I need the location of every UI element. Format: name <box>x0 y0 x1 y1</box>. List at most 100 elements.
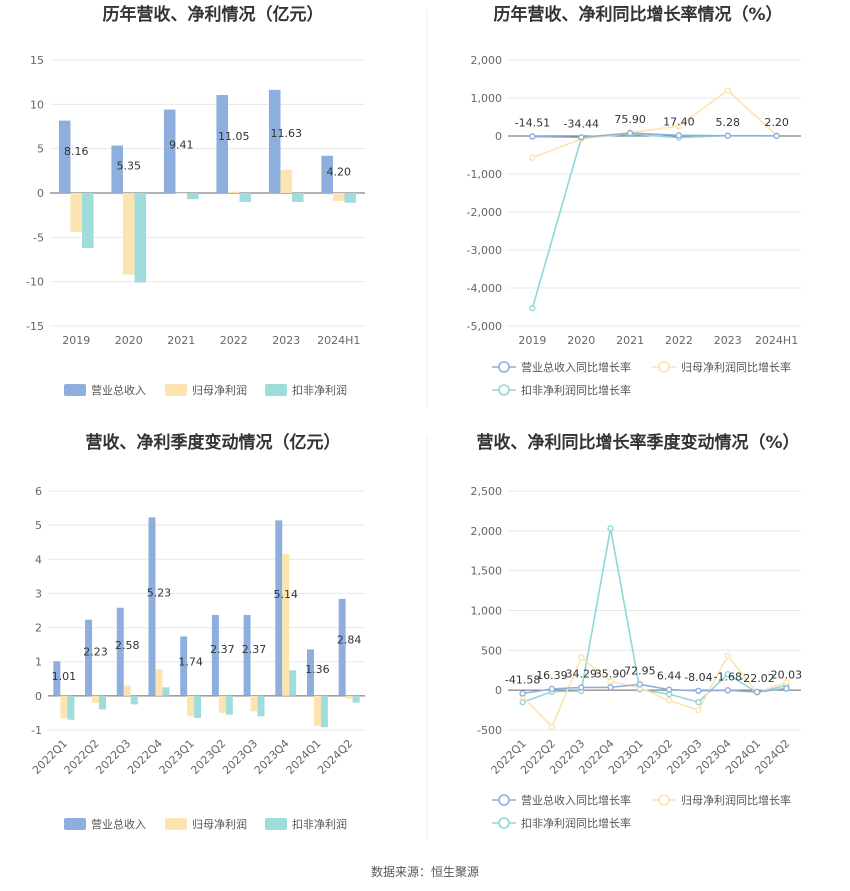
chart1-bar-s1 <box>216 95 228 193</box>
chart4-point-s1 <box>519 690 526 697</box>
chart2-data-label: 5.28 <box>716 116 741 129</box>
chart4-point-s2 <box>607 678 614 685</box>
chart1-bar-s1 <box>58 120 71 193</box>
chart4-title: 营收、净利同比增长率季度变动情况（%） <box>476 432 799 453</box>
source-note: 数据来源：恒生聚源 <box>371 864 479 879</box>
chart2-data-label: 17.40 <box>663 115 695 128</box>
chart3-legend-label-s3: 扣非净利润 <box>292 817 347 831</box>
chart1-x-tick-label: 2019 <box>62 334 90 347</box>
chart4-data-label: -1.68 <box>714 670 742 683</box>
chart1-bar-s3 <box>239 193 252 202</box>
chart1-legend-label-s3: 扣非净利润 <box>292 383 347 397</box>
chart4-y-tick-label: 500 <box>481 644 502 657</box>
chart3-bar-s1 <box>338 598 346 696</box>
chart4-line-s1 <box>522 683 787 695</box>
chart3-data-label: 2.84 <box>337 634 362 647</box>
chart4-point-s1 <box>548 685 556 693</box>
chart2-x-tick-label: 2020 <box>567 334 595 347</box>
chart3-data-label: 5.23 <box>147 586 172 599</box>
chart4-data-label: -8.04 <box>684 671 712 684</box>
chart4-line-s2 <box>522 654 787 729</box>
chart4-y-tick-label: -500 <box>477 724 502 737</box>
chart3-data-label: 5.14 <box>274 588 299 601</box>
chart1-legend-swatch-s2 <box>165 384 187 396</box>
chart3-y-tick-label: 2 <box>35 622 42 635</box>
chart3-legend-swatch-s3 <box>265 818 287 830</box>
chart3-bar-s3 <box>67 695 75 720</box>
chart4-point-s2 <box>695 706 702 714</box>
chart3-bar-s2 <box>218 695 226 713</box>
chart2-point-s2 <box>675 122 683 130</box>
chart1-bar-s2 <box>175 193 188 194</box>
chart3-bar-s3 <box>352 695 360 703</box>
chart2-y-tick-label: -5,000 <box>467 320 502 333</box>
chart4-y-tick-label: 2,000 <box>471 525 503 538</box>
chart2-data-label: -34.44 <box>564 117 599 130</box>
chart4-point-s3 <box>519 698 526 706</box>
chart1-legend-label-s2: 归母净利润 <box>192 383 247 397</box>
chart1-y-tick-label: -15 <box>26 320 44 333</box>
chart3-legend-label-s2: 归母净利润 <box>192 817 247 831</box>
chart3-legend-label-s1: 营业总收入 <box>91 817 146 831</box>
chart2-y-tick-label: 0 <box>495 130 502 143</box>
chart3-bar-s3 <box>130 695 138 705</box>
chart3-data-label: 2.37 <box>242 643 267 656</box>
chart2-legend-marker-s3 <box>498 384 510 396</box>
chart4-point-s1 <box>783 685 790 692</box>
chart3-bar-s3 <box>257 695 265 717</box>
chart4-point-s3 <box>724 671 731 678</box>
chart3-bar-s3 <box>320 695 328 728</box>
chart1-data-label: 5.35 <box>117 159 142 172</box>
chart1-y-tick-label: 5 <box>37 143 44 156</box>
chart3-bar-s3 <box>194 695 202 719</box>
chart2-y-tick-label: 2,000 <box>471 54 503 67</box>
chart3-bar-s2 <box>345 695 353 699</box>
chart3-y-tick-label: 0 <box>35 690 42 703</box>
chart3-y-tick-label: 6 <box>35 485 42 498</box>
chart1-x-tick-label: 2020 <box>115 334 143 347</box>
chart2-legend-label-s2: 归母净利润同比增长率 <box>681 360 791 374</box>
chart2-data-label: -14.51 <box>515 117 550 130</box>
chart1-bar-s2 <box>280 169 293 193</box>
chart1-legend-swatch-s3 <box>265 384 287 396</box>
chart1-data-label: 9.41 <box>169 139 194 152</box>
chart3-bar-s1 <box>180 636 188 696</box>
chart3-y-tick-label: 5 <box>35 519 42 532</box>
chart3-data-label: 1.01 <box>52 670 77 683</box>
chart1-bar-s2 <box>227 191 240 193</box>
chart4-y-tick-label: 1,000 <box>471 605 503 618</box>
chart3-data-label: 2.37 <box>210 643 235 656</box>
chart1-bar-s2 <box>122 193 135 275</box>
chart4-point-s2 <box>548 723 556 731</box>
chart2-x-tick-label: 2021 <box>616 334 644 347</box>
chart2-data-label: 2.20 <box>764 116 789 129</box>
chart4-point-s2 <box>783 679 790 686</box>
chart1-data-label: 11.05 <box>218 130 250 143</box>
chart4-data-label: 35.90 <box>595 667 627 680</box>
chart4-data-label: 16.39 <box>536 669 568 682</box>
chart3-bar-s2 <box>92 695 100 703</box>
chart1-bar-s2 <box>70 193 83 233</box>
chart4-data-label: 34.29 <box>566 667 598 680</box>
chart2-x-tick-label: 2022 <box>665 334 693 347</box>
chart3-bar-s2 <box>60 695 68 719</box>
chart1-bar-s3 <box>187 193 199 200</box>
chart1-bar-s3 <box>344 193 357 203</box>
chart1-y-tick-label: 0 <box>37 187 44 200</box>
chart2-line-s3 <box>531 133 777 309</box>
chart4-point-s1 <box>607 684 614 691</box>
chart3-y-tick-label: 1 <box>35 656 42 669</box>
chart4-point-s1 <box>695 687 702 695</box>
chart3-data-label: 1.36 <box>305 663 330 676</box>
chart4-data-label: 72.95 <box>624 664 656 677</box>
chart1-bar-s1 <box>321 155 333 193</box>
chart3-bar-s3 <box>289 670 297 696</box>
chart3-bar-s1 <box>306 649 314 696</box>
chart3-bar-s1 <box>53 661 61 696</box>
chart1-title: 历年营收、净利情况（亿元） <box>103 4 324 25</box>
chart4-y-tick-label: 2,500 <box>471 485 503 498</box>
chart3-bar-s2 <box>123 685 131 696</box>
chart4-point-s3 <box>607 525 614 532</box>
chart2-legend-marker-s1 <box>498 361 510 373</box>
